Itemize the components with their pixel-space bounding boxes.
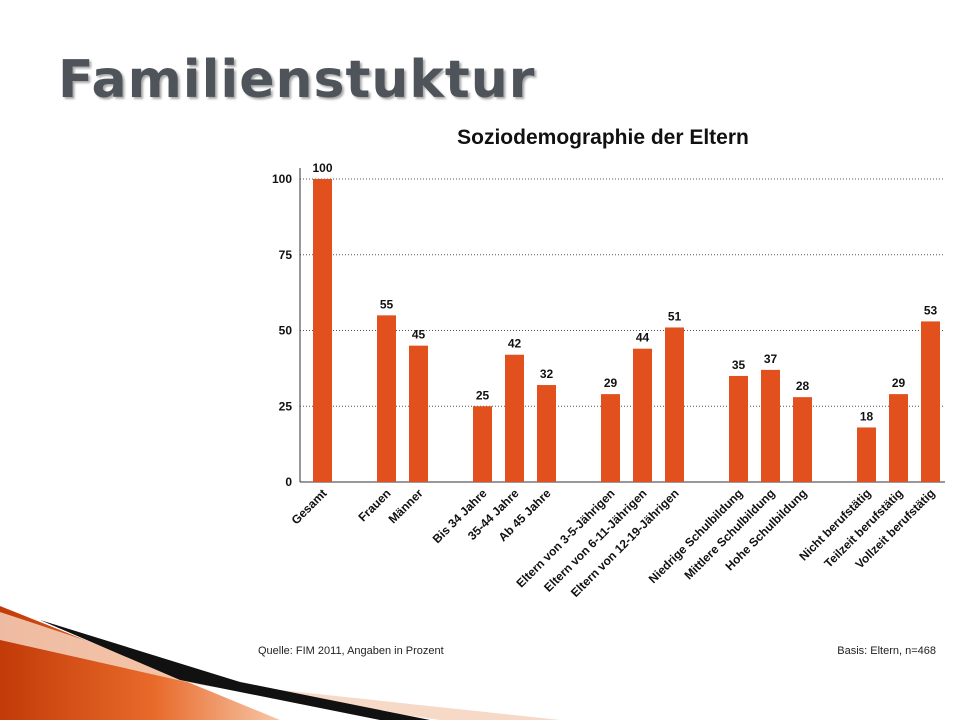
data-label: 45 bbox=[412, 328, 426, 342]
x-tick-label: Männer bbox=[386, 486, 426, 526]
data-label: 53 bbox=[924, 303, 938, 317]
y-tick-label: 100 bbox=[272, 172, 292, 186]
bar bbox=[473, 406, 492, 482]
slide-title: Familienstuktur bbox=[58, 50, 536, 110]
bar bbox=[729, 375, 748, 482]
data-label: 51 bbox=[668, 309, 682, 323]
bar bbox=[601, 394, 620, 482]
bar bbox=[857, 427, 876, 482]
y-axis-ticks: 0 25 50 75 100 bbox=[272, 172, 292, 489]
bar bbox=[537, 385, 556, 482]
bar bbox=[633, 348, 652, 482]
x-tick-label: Gesamt bbox=[289, 486, 330, 527]
corner-decoration bbox=[0, 606, 560, 720]
data-label: 35 bbox=[732, 358, 746, 372]
y-tick-label: 50 bbox=[279, 324, 293, 338]
data-label: 42 bbox=[508, 337, 522, 351]
data-label: 37 bbox=[764, 352, 778, 366]
y-tick-label: 0 bbox=[285, 475, 292, 489]
bar bbox=[377, 315, 396, 482]
data-label: 44 bbox=[636, 331, 650, 345]
bar bbox=[889, 394, 908, 482]
data-label: 55 bbox=[380, 297, 394, 311]
data-label: 100 bbox=[312, 161, 332, 175]
data-labels: 100 55 45 25 42 32 29 44 51 35 37 28 18 29 53 bbox=[312, 161, 937, 423]
grid-lines bbox=[300, 178, 945, 407]
data-label: 32 bbox=[540, 367, 554, 381]
y-tick-label: 25 bbox=[279, 399, 293, 413]
bar bbox=[409, 345, 428, 482]
data-label: 29 bbox=[604, 376, 618, 390]
data-label: 28 bbox=[796, 379, 810, 393]
bar bbox=[313, 179, 332, 482]
bars bbox=[313, 179, 940, 482]
data-label: 18 bbox=[860, 409, 874, 423]
source-note: Quelle: FIM 2011, Angaben in Prozent bbox=[258, 645, 444, 657]
chart-title: Soziodemographie der Eltern bbox=[457, 126, 749, 149]
bar bbox=[761, 369, 780, 482]
bar bbox=[921, 321, 940, 482]
y-tick-label: 75 bbox=[279, 248, 293, 262]
data-label: 25 bbox=[476, 388, 490, 402]
bar bbox=[665, 327, 684, 482]
data-label: 29 bbox=[892, 376, 906, 390]
bar bbox=[505, 354, 524, 482]
base-note: Basis: Eltern, n=468 bbox=[837, 645, 936, 657]
bar bbox=[793, 397, 812, 482]
